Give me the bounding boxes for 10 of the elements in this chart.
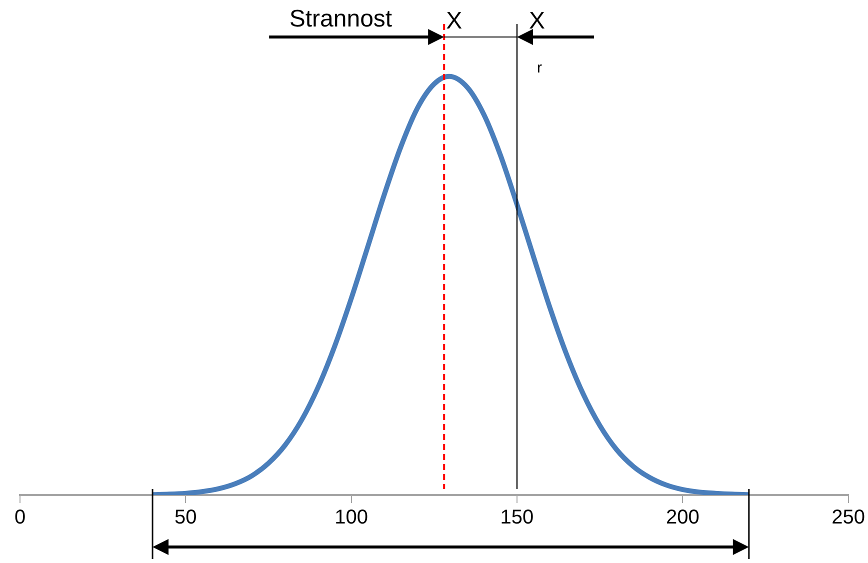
- x-tick-label: 100: [334, 506, 368, 529]
- text: Strannost: [289, 6, 392, 33]
- x-tick-label: 250: [832, 506, 866, 529]
- x-tick-label: 150: [500, 506, 534, 529]
- x-tick-label: 0: [14, 506, 26, 529]
- x-tick-label: 50: [174, 506, 197, 529]
- ref-line-label: X: [446, 8, 462, 35]
- ref-line-label: X: [528, 8, 546, 35]
- x-tick-label: 200: [666, 506, 700, 529]
- annotation: r: [536, 60, 542, 77]
